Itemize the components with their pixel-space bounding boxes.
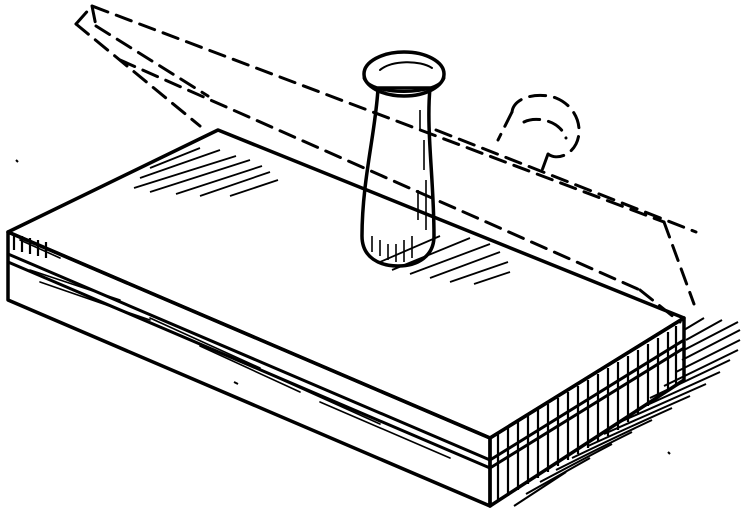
top-face-hatching [133, 147, 279, 197]
handle-shading [371, 110, 427, 262]
board-top-face [6, 128, 686, 440]
end-grain-hatching [12, 234, 678, 502]
handle-knob-rim [362, 76, 446, 93]
stray-marks [15, 159, 671, 455]
handle-knob [362, 50, 446, 98]
handle-knob-highlight [379, 61, 433, 71]
handle-shadow-hatching [379, 235, 511, 285]
board-grain [19, 239, 451, 459]
board-right-side [488, 316, 686, 508]
lifted-board-outline [74, 4, 698, 324]
board-layer-lines [6, 252, 686, 470]
handle-body [360, 86, 436, 268]
lifted-handle-outline [496, 93, 581, 178]
